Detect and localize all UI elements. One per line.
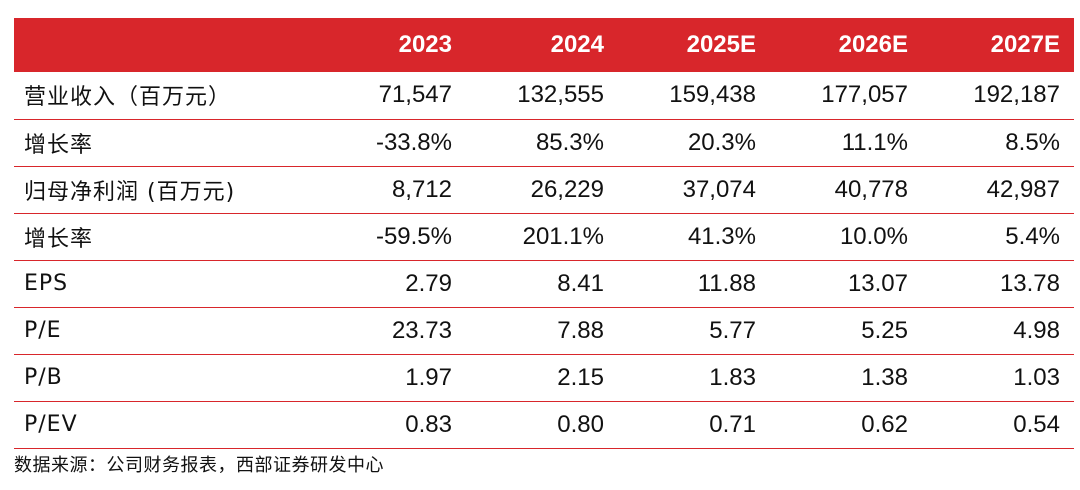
table-header-row: 2023 2024 2025E 2026E 2027E <box>14 18 1074 72</box>
financial-forecast-table: 2023 2024 2025E 2026E 2027E 营业收入（百万元） 71,… <box>14 18 1074 449</box>
table-cell: 0.83 <box>405 410 452 438</box>
table-cell: 1.97 <box>405 363 452 391</box>
row-label: P/EV <box>24 412 78 437</box>
table-row: 归母净利润 (百万元) 8,712 26,229 37,074 40,778 42,987 <box>14 166 1074 213</box>
row-label: 增长率 <box>24 132 94 158</box>
financial-forecast-table-container: 2023 2024 2025E 2026E 2027E 营业收入（百万元） 71,… <box>14 18 1074 449</box>
table-row: P/E 23.73 7.88 5.77 5.25 4.98 <box>14 307 1074 354</box>
table-cell: 26,229 <box>530 175 604 203</box>
table-cell: 177,057 <box>821 81 908 109</box>
table-cell: 5.25 <box>861 316 908 344</box>
table-cell: 8,712 <box>391 175 452 203</box>
table-cell: 201.1% <box>522 222 604 250</box>
header-cell-2025e: 2025E <box>686 31 756 58</box>
table-cell: 8.41 <box>557 269 604 297</box>
row-label: 增长率 <box>24 226 94 252</box>
row-label: 营业收入（百万元） <box>24 85 232 111</box>
header-cell-2023: 2023 <box>398 31 452 58</box>
table-cell: 5.4% <box>1005 222 1060 250</box>
table-cell: 1.38 <box>861 363 908 391</box>
table-cell: -33.8% <box>375 128 452 156</box>
table-cell: 8.5% <box>1005 128 1060 156</box>
row-label: EPS <box>24 271 69 296</box>
header-cell-blank <box>14 18 314 72</box>
table-cell: 132,555 <box>517 81 604 109</box>
table-cell: 159,438 <box>669 81 756 109</box>
table-cell: -59.5% <box>375 222 452 250</box>
table-cell: 71,547 <box>378 81 452 109</box>
table-cell: 0.80 <box>557 410 604 438</box>
table-cell: 20.3% <box>687 128 756 156</box>
source-note: 数据来源：公司财务报表，西部证券研发中心 <box>14 455 384 476</box>
row-label: P/B <box>24 365 63 390</box>
header-cell-2024: 2024 <box>550 31 604 58</box>
table-row: 营业收入（百万元） 71,547 132,555 159,438 177,057 192,… <box>14 72 1074 119</box>
table-row: 增长率 -59.5% 201.1% 41.3% 10.0% 5.4% <box>14 213 1074 260</box>
header-cell-2027e: 2027E <box>990 31 1060 58</box>
table-row: EPS 2.79 8.41 11.88 13.07 13.78 <box>14 260 1074 307</box>
table-cell: 23.73 <box>391 316 452 344</box>
table-cell: 2.79 <box>405 269 452 297</box>
table-cell: 2.15 <box>557 363 604 391</box>
table-cell: 7.88 <box>557 316 604 344</box>
table-cell: 1.03 <box>1013 363 1060 391</box>
table-cell: 13.07 <box>847 269 908 297</box>
table-row: P/B 1.97 2.15 1.83 1.38 1.03 <box>14 354 1074 401</box>
table-cell: 192,187 <box>973 81 1060 109</box>
table-cell: 40,778 <box>834 175 908 203</box>
row-label: 归母净利润 (百万元) <box>24 179 236 205</box>
table-row: 增长率 -33.8% 85.3% 20.3% 11.1% 8.5% <box>14 119 1074 166</box>
table-cell: 1.83 <box>709 363 756 391</box>
header-cell-2026e: 2026E <box>838 31 908 58</box>
table-cell: 85.3% <box>535 128 604 156</box>
table-cell: 11.88 <box>697 269 756 297</box>
table-cell: 11.1% <box>841 128 908 156</box>
table-cell: 42,987 <box>986 175 1060 203</box>
row-label: P/E <box>24 318 62 343</box>
table-cell: 5.77 <box>709 316 756 344</box>
table-cell: 0.71 <box>709 410 756 438</box>
table-row: P/EV 0.83 0.80 0.71 0.62 0.54 <box>14 401 1074 448</box>
table-cell: 41.3% <box>687 222 756 250</box>
table-cell: 10.0% <box>839 222 908 250</box>
table-cell: 13.78 <box>999 269 1060 297</box>
table-cell: 0.62 <box>861 410 908 438</box>
table-cell: 0.54 <box>1013 410 1060 438</box>
table-cell: 37,074 <box>682 175 756 203</box>
table-cell: 4.98 <box>1013 316 1060 344</box>
